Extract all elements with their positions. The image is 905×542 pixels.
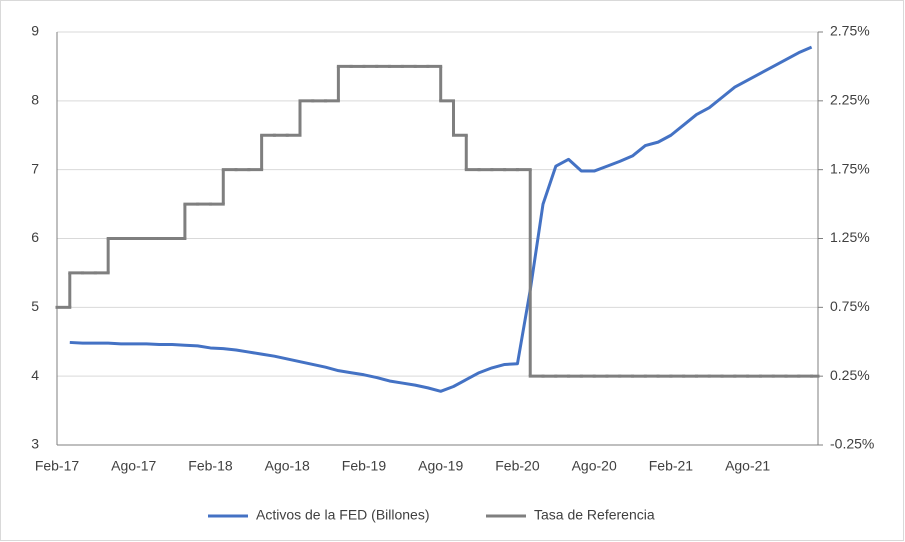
y-tick-label: 8 bbox=[31, 92, 39, 108]
legend-label: Activos de la FED (Billones) bbox=[256, 507, 430, 523]
y2-tick-label: 1.25% bbox=[830, 229, 870, 245]
x-tick-label: Ago-21 bbox=[725, 458, 770, 474]
y-tick-label: 9 bbox=[31, 23, 39, 39]
y2-tick-label: 0.75% bbox=[830, 298, 870, 314]
y-tick-label: 6 bbox=[31, 229, 39, 245]
x-tick-label: Feb-18 bbox=[188, 458, 233, 474]
x-tick-label: Ago-17 bbox=[111, 458, 156, 474]
x-tick-label: Feb-21 bbox=[649, 458, 694, 474]
legend-label: Tasa de Referencia bbox=[534, 507, 655, 523]
y2-tick-label: 2.25% bbox=[830, 92, 870, 108]
x-tick-label: Feb-20 bbox=[495, 458, 540, 474]
y2-tick-label: 2.75% bbox=[830, 23, 870, 39]
x-tick-label: Ago-19 bbox=[418, 458, 463, 474]
y2-tick-label: 1.75% bbox=[830, 160, 870, 176]
y2-tick-label: 0.25% bbox=[830, 367, 870, 383]
y-tick-label: 5 bbox=[31, 298, 39, 314]
x-tick-label: Feb-17 bbox=[35, 458, 80, 474]
y2-tick-label: -0.25% bbox=[830, 436, 874, 452]
x-tick-label: Feb-19 bbox=[342, 458, 387, 474]
x-tick-label: Ago-18 bbox=[265, 458, 310, 474]
series-line bbox=[69, 45, 813, 393]
y-tick-label: 3 bbox=[31, 436, 39, 452]
y-tick-label: 4 bbox=[31, 367, 39, 383]
y-tick-label: 7 bbox=[31, 160, 39, 176]
x-tick-label: Ago-20 bbox=[572, 458, 617, 474]
